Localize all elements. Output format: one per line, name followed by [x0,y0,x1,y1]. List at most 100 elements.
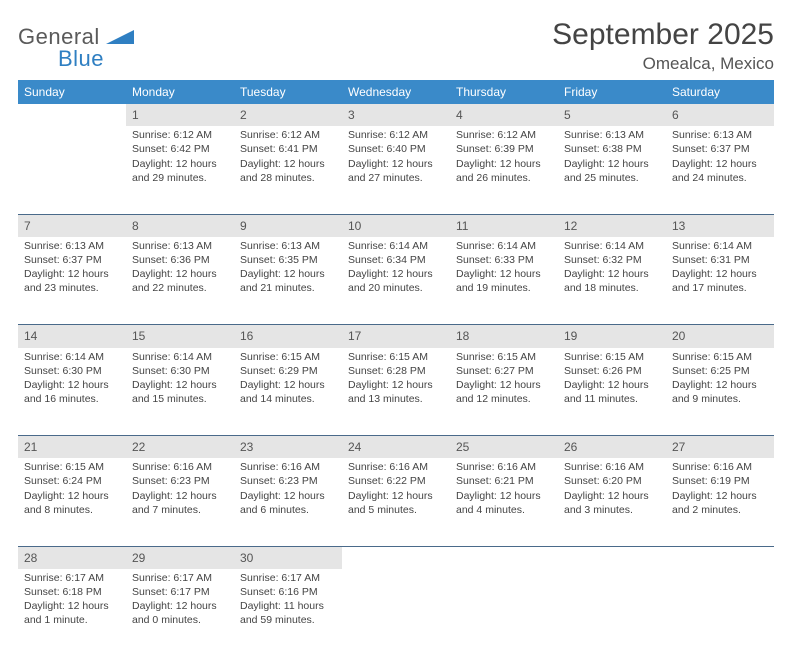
day-cell: Sunrise: 6:17 AMSunset: 6:17 PMDaylight:… [126,569,234,657]
daylight: Daylight: 12 hours and 11 minutes. [564,378,660,406]
sunrise: Sunrise: 6:14 AM [132,350,228,364]
sunset: Sunset: 6:32 PM [564,253,660,267]
month-title: September 2025 [552,18,774,52]
day-cell: Sunrise: 6:12 AMSunset: 6:40 PMDaylight:… [342,126,450,214]
day-cell [342,569,450,657]
sunrise: Sunrise: 6:14 AM [24,350,120,364]
sunrise: Sunrise: 6:13 AM [24,239,120,253]
sunrise: Sunrise: 6:16 AM [240,460,336,474]
sunrise: Sunrise: 6:13 AM [132,239,228,253]
daylight: Daylight: 12 hours and 26 minutes. [456,157,552,185]
sunrise: Sunrise: 6:13 AM [672,128,768,142]
day-cell: Sunrise: 6:14 AMSunset: 6:30 PMDaylight:… [126,348,234,436]
day-header: Saturday [666,80,774,104]
day-header: Sunday [18,80,126,104]
day-cell: Sunrise: 6:15 AMSunset: 6:25 PMDaylight:… [666,348,774,436]
daylight: Daylight: 12 hours and 12 minutes. [456,378,552,406]
sunrise: Sunrise: 6:15 AM [672,350,768,364]
daynum-row: 282930 [18,546,774,569]
day-cell: Sunrise: 6:15 AMSunset: 6:27 PMDaylight:… [450,348,558,436]
day-cell: Sunrise: 6:15 AMSunset: 6:26 PMDaylight:… [558,348,666,436]
daylight: Daylight: 11 hours and 59 minutes. [240,599,336,627]
sunrise: Sunrise: 6:15 AM [240,350,336,364]
daylight: Daylight: 12 hours and 27 minutes. [348,157,444,185]
day-cell: Sunrise: 6:12 AMSunset: 6:41 PMDaylight:… [234,126,342,214]
sunrise: Sunrise: 6:14 AM [348,239,444,253]
day-number: 29 [126,546,234,569]
sunset: Sunset: 6:37 PM [24,253,120,267]
day-number [450,546,558,569]
sunset: Sunset: 6:16 PM [240,585,336,599]
day-number: 1 [126,104,234,126]
sunrise: Sunrise: 6:14 AM [456,239,552,253]
day-number: 20 [666,325,774,348]
logo-line2: Blue [58,46,134,72]
day-cell [18,126,126,214]
day-number [18,104,126,126]
sunset: Sunset: 6:19 PM [672,474,768,488]
day-cell: Sunrise: 6:14 AMSunset: 6:32 PMDaylight:… [558,237,666,325]
title-block: September 2025 Omealca, Mexico [552,18,774,74]
daynum-row: 21222324252627 [18,436,774,459]
sunset: Sunset: 6:30 PM [132,364,228,378]
daylight: Daylight: 12 hours and 13 minutes. [348,378,444,406]
day-cell: Sunrise: 6:13 AMSunset: 6:38 PMDaylight:… [558,126,666,214]
day-number: 11 [450,214,558,237]
day-number: 23 [234,436,342,459]
day-number: 28 [18,546,126,569]
sunrise: Sunrise: 6:14 AM [672,239,768,253]
sunrise: Sunrise: 6:15 AM [456,350,552,364]
day-cell: Sunrise: 6:16 AMSunset: 6:20 PMDaylight:… [558,458,666,546]
day-header: Thursday [450,80,558,104]
day-number: 25 [450,436,558,459]
day-number [558,546,666,569]
day-number: 4 [450,104,558,126]
sunrise: Sunrise: 6:16 AM [672,460,768,474]
day-cell: Sunrise: 6:14 AMSunset: 6:33 PMDaylight:… [450,237,558,325]
daylight: Daylight: 12 hours and 20 minutes. [348,267,444,295]
day-number [666,546,774,569]
daylight: Daylight: 12 hours and 1 minute. [24,599,120,627]
day-number: 5 [558,104,666,126]
content-row: Sunrise: 6:13 AMSunset: 6:37 PMDaylight:… [18,237,774,325]
daylight: Daylight: 12 hours and 7 minutes. [132,489,228,517]
daylight: Daylight: 12 hours and 14 minutes. [240,378,336,406]
sunrise: Sunrise: 6:15 AM [564,350,660,364]
day-cell: Sunrise: 6:12 AMSunset: 6:42 PMDaylight:… [126,126,234,214]
day-number: 3 [342,104,450,126]
day-number: 12 [558,214,666,237]
day-cell: Sunrise: 6:13 AMSunset: 6:35 PMDaylight:… [234,237,342,325]
sunset: Sunset: 6:37 PM [672,142,768,156]
day-number: 22 [126,436,234,459]
header: General Blue September 2025 Omealca, Mex… [18,18,774,74]
day-number: 17 [342,325,450,348]
day-number: 18 [450,325,558,348]
daylight: Daylight: 12 hours and 2 minutes. [672,489,768,517]
daylight: Daylight: 12 hours and 9 minutes. [672,378,768,406]
day-cell: Sunrise: 6:16 AMSunset: 6:21 PMDaylight:… [450,458,558,546]
daylight: Daylight: 12 hours and 17 minutes. [672,267,768,295]
sunrise: Sunrise: 6:14 AM [564,239,660,253]
sunset: Sunset: 6:28 PM [348,364,444,378]
day-number: 9 [234,214,342,237]
day-number: 8 [126,214,234,237]
logo: General Blue [18,18,134,72]
day-cell: Sunrise: 6:15 AMSunset: 6:28 PMDaylight:… [342,348,450,436]
sunset: Sunset: 6:20 PM [564,474,660,488]
day-number: 13 [666,214,774,237]
day-header: Monday [126,80,234,104]
day-number: 21 [18,436,126,459]
sunrise: Sunrise: 6:17 AM [240,571,336,585]
daynum-row: 14151617181920 [18,325,774,348]
sunset: Sunset: 6:41 PM [240,142,336,156]
sunset: Sunset: 6:30 PM [24,364,120,378]
daylight: Daylight: 12 hours and 21 minutes. [240,267,336,295]
content-row: Sunrise: 6:14 AMSunset: 6:30 PMDaylight:… [18,348,774,436]
daylight: Daylight: 12 hours and 4 minutes. [456,489,552,517]
sunset: Sunset: 6:36 PM [132,253,228,267]
logo-triangle-icon [106,26,134,44]
day-number: 14 [18,325,126,348]
content-row: Sunrise: 6:12 AMSunset: 6:42 PMDaylight:… [18,126,774,214]
day-header: Friday [558,80,666,104]
day-cell [666,569,774,657]
